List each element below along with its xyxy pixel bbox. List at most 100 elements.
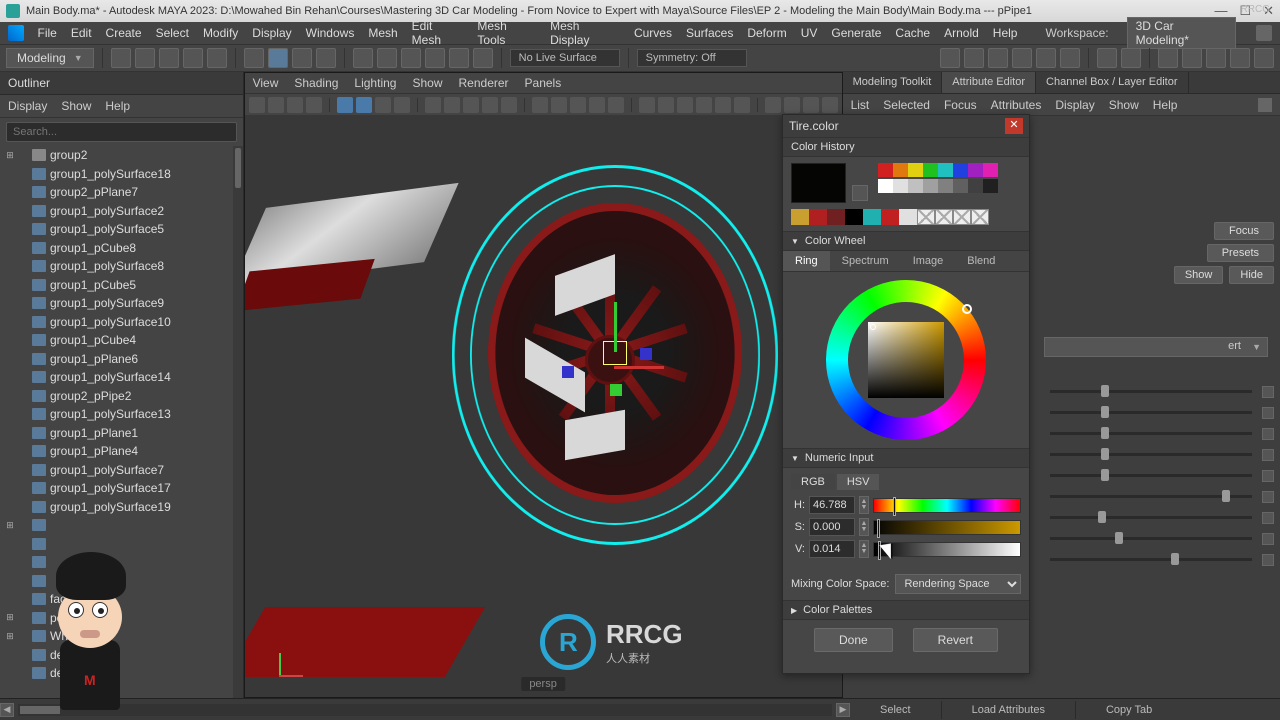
tab-modeling-toolkit[interactable]: Modeling Toolkit: [843, 72, 943, 93]
presets-button[interactable]: Presets: [1207, 244, 1274, 262]
outliner-item[interactable]: group2_pPipe2: [0, 387, 243, 406]
outliner-item[interactable]: group1_polySurface19: [0, 498, 243, 517]
wheel-tab-blend[interactable]: Blend: [955, 251, 1007, 271]
snap-live-icon[interactable]: [449, 48, 469, 68]
wheel-tab-ring[interactable]: Ring: [783, 251, 830, 271]
history-swatch[interactable]: [953, 163, 968, 177]
attr-lock-icon[interactable]: [1262, 554, 1274, 566]
outliner-item[interactable]: group1_polySurface10: [0, 313, 243, 332]
light-editor-icon[interactable]: [1060, 48, 1080, 68]
outliner-menu-display[interactable]: Display: [8, 99, 47, 113]
ipr-icon[interactable]: [964, 48, 984, 68]
extra-swatch[interactable]: [881, 209, 899, 225]
attr-lock-icon[interactable]: [1262, 491, 1274, 503]
extra-swatch[interactable]: [809, 209, 827, 225]
vtool-icon[interactable]: [696, 97, 712, 113]
vtool-icon[interactable]: [570, 97, 586, 113]
attr-attributes[interactable]: Attributes: [991, 98, 1042, 112]
history-swatch[interactable]: [938, 163, 953, 177]
save-scene-icon[interactable]: [159, 48, 179, 68]
history-swatch[interactable]: [923, 163, 938, 177]
vtool-icon[interactable]: [677, 97, 693, 113]
symmetry-dropdown[interactable]: Symmetry: Off: [637, 49, 747, 67]
attr-help[interactable]: Help: [1153, 98, 1178, 112]
vmenu-lighting[interactable]: Lighting: [354, 76, 396, 90]
menu-surfaces[interactable]: Surfaces: [686, 26, 733, 40]
panel-layout4-icon[interactable]: [1230, 48, 1250, 68]
sat-input[interactable]: [809, 518, 855, 536]
outliner-item[interactable]: group1_pCube8: [0, 239, 243, 258]
mode-hsv[interactable]: HSV: [837, 474, 880, 490]
outliner-search-input[interactable]: [6, 122, 237, 142]
history-swatch[interactable]: [878, 179, 893, 193]
sat-spinner[interactable]: ▲▼: [859, 518, 869, 536]
history-swatch[interactable]: [908, 163, 923, 177]
vtool-icon[interactable]: [337, 97, 353, 113]
extra-swatch[interactable]: [899, 209, 917, 225]
menu-meshtools[interactable]: Mesh Tools: [477, 19, 536, 47]
attr-slider[interactable]: [1050, 453, 1252, 456]
empty-swatch[interactable]: [953, 209, 971, 225]
outliner-item[interactable]: group1_pPlane4: [0, 442, 243, 461]
attr-type-dropdown[interactable]: ert▼: [1044, 337, 1268, 357]
vtool-icon[interactable]: [249, 97, 265, 113]
vmenu-shading[interactable]: Shading: [294, 76, 338, 90]
menu-deform[interactable]: Deform: [747, 26, 786, 40]
color-picker-close-button[interactable]: ✕: [1005, 118, 1023, 134]
history-swatch[interactable]: [893, 179, 908, 193]
viewport-canvas[interactable]: persp: [245, 115, 842, 697]
mix-color-space-dropdown[interactable]: Rendering Space: [895, 574, 1021, 594]
vtool-icon[interactable]: [356, 97, 372, 113]
vmenu-view[interactable]: View: [253, 76, 279, 90]
live-surface-dropdown[interactable]: No Live Surface: [510, 49, 620, 67]
outliner-item[interactable]: ⊞group2: [0, 146, 243, 165]
history-swatch[interactable]: [878, 163, 893, 177]
vtool-icon[interactable]: [822, 97, 838, 113]
outliner-item[interactable]: group1_polySurface14: [0, 368, 243, 387]
val-spinner[interactable]: ▲▼: [859, 540, 869, 558]
vtool-icon[interactable]: [551, 97, 567, 113]
mode-rgb[interactable]: RGB: [791, 474, 835, 490]
history-swatch[interactable]: [983, 179, 998, 193]
menu-editmesh[interactable]: Edit Mesh: [412, 19, 464, 47]
vmenu-renderer[interactable]: Renderer: [459, 76, 509, 90]
attr-lock-icon[interactable]: [1262, 512, 1274, 524]
attr-slider[interactable]: [1050, 516, 1252, 519]
attr-slider[interactable]: [1050, 390, 1252, 393]
attr-lock-icon[interactable]: [1262, 407, 1274, 419]
open-scene-icon[interactable]: [135, 48, 155, 68]
snap-plane-icon[interactable]: [425, 48, 445, 68]
move-tool-icon[interactable]: [268, 48, 288, 68]
focus-button[interactable]: Focus: [1214, 222, 1274, 240]
menu-arnold[interactable]: Arnold: [944, 26, 979, 40]
history-swatch[interactable]: [893, 163, 908, 177]
vtool-icon[interactable]: [394, 97, 410, 113]
history-swatch[interactable]: [953, 179, 968, 193]
outliner-menu-help[interactable]: Help: [105, 99, 130, 113]
attr-display[interactable]: Display: [1055, 98, 1094, 112]
vtool-icon[interactable]: [608, 97, 624, 113]
vtool-icon[interactable]: [765, 97, 781, 113]
outliner-menu-show[interactable]: Show: [61, 99, 91, 113]
menu-set-dropdown[interactable]: Modeling▼: [6, 48, 94, 68]
rewind-icon[interactable]: [1097, 48, 1117, 68]
panel-layout2-icon[interactable]: [1182, 48, 1202, 68]
empty-swatch[interactable]: [971, 209, 989, 225]
undo-icon[interactable]: [183, 48, 203, 68]
hue-input[interactable]: [809, 496, 855, 514]
menu-help[interactable]: Help: [993, 26, 1018, 40]
status-copy-tab-button[interactable]: Copy Tab: [1076, 701, 1182, 719]
menu-display[interactable]: Display: [252, 26, 291, 40]
playblast-icon[interactable]: [1036, 48, 1056, 68]
revert-button[interactable]: Revert: [913, 628, 998, 652]
tab-attribute-editor[interactable]: Attribute Editor: [942, 72, 1036, 93]
outliner-item[interactable]: group1_polySurface5: [0, 220, 243, 239]
extra-swatch[interactable]: [863, 209, 881, 225]
outliner-item[interactable]: group1_polySurface7: [0, 461, 243, 480]
numeric-input-label[interactable]: Numeric Input: [805, 452, 873, 464]
menu-edit[interactable]: Edit: [71, 26, 92, 40]
sat-gradient-slider[interactable]: [873, 520, 1021, 535]
vtool-icon[interactable]: [784, 97, 800, 113]
outliner-item[interactable]: group1_polySurface18: [0, 165, 243, 184]
attr-lock-icon[interactable]: [1262, 533, 1274, 545]
